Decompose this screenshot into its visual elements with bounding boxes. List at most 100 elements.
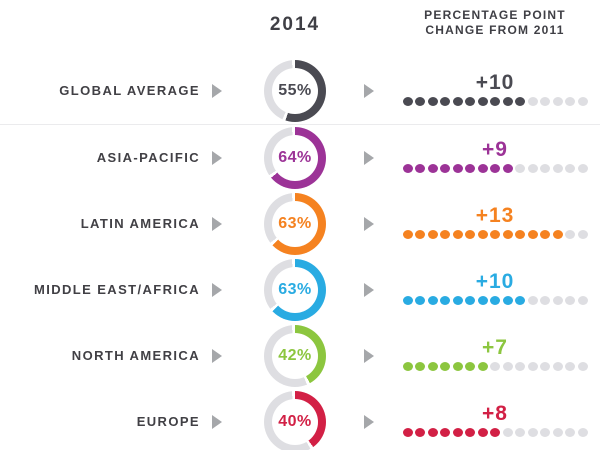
region-label: GLOBAL AVERAGE <box>59 83 200 98</box>
dot <box>552 229 563 239</box>
arrow-right-icon <box>212 217 222 231</box>
dot <box>565 96 575 106</box>
dot <box>477 427 488 437</box>
dot <box>577 295 588 305</box>
donut-percentage: 64% <box>278 149 312 166</box>
dot <box>465 295 475 305</box>
region-label: NORTH AMERICA <box>71 348 200 363</box>
arrow-right-icon <box>212 349 222 363</box>
dot <box>427 361 438 371</box>
dot <box>565 229 575 239</box>
dot <box>577 427 588 437</box>
dot <box>440 295 450 305</box>
dot <box>427 427 438 437</box>
dot <box>415 427 425 437</box>
change-block: +10 <box>402 70 588 106</box>
dot <box>477 295 488 305</box>
dot <box>427 295 438 305</box>
dot <box>515 163 525 173</box>
dot <box>502 361 513 371</box>
donut-percentage: 63% <box>278 215 312 232</box>
dot <box>540 427 550 437</box>
dot <box>440 163 450 173</box>
dot <box>577 96 588 106</box>
dot <box>427 229 438 239</box>
dot <box>565 163 575 173</box>
arrow-right-icon <box>364 415 374 429</box>
donut-chart: 40% <box>264 391 326 450</box>
dot <box>527 163 538 173</box>
dot <box>527 295 538 305</box>
dot <box>477 361 488 371</box>
dot <box>490 361 500 371</box>
column-header-change-line2: CHANGE FROM 2011 <box>425 23 565 37</box>
dot <box>452 163 463 173</box>
dot <box>477 96 488 106</box>
dot <box>527 96 538 106</box>
dot-gauge <box>402 96 588 106</box>
change-block: +9 <box>402 138 588 173</box>
dot <box>502 163 513 173</box>
chart-row-north-america: NORTH AMERICA 42% +7 <box>0 323 600 389</box>
arrow-right-icon <box>212 151 222 165</box>
dot <box>515 295 525 305</box>
arrow-right-icon <box>212 415 222 429</box>
dot <box>490 295 500 305</box>
change-value: +10 <box>475 70 515 94</box>
arrow-right-icon <box>364 151 374 165</box>
dot <box>527 361 538 371</box>
dot <box>427 163 438 173</box>
header-row: 2014 PERCENTAGE POINT CHANGE FROM 2011 <box>0 0 600 58</box>
change-block: +8 <box>402 401 588 437</box>
column-header-change-line1: PERCENTAGE POINT <box>424 8 566 22</box>
dot <box>402 427 413 437</box>
arrow-right-icon <box>364 283 374 297</box>
dot <box>465 96 475 106</box>
dot <box>577 163 588 173</box>
dot <box>552 96 563 106</box>
dot <box>465 361 475 371</box>
dot <box>415 295 425 305</box>
dot <box>440 229 450 239</box>
change-block: +13 <box>402 203 588 239</box>
change-block: +10 <box>402 270 588 305</box>
dot <box>552 361 563 371</box>
dot <box>415 96 425 106</box>
arrow-right-icon <box>364 84 374 98</box>
dot <box>402 163 413 173</box>
dot <box>465 427 475 437</box>
dot <box>502 295 513 305</box>
dot <box>452 229 463 239</box>
donut-chart: 55% <box>264 60 326 122</box>
dot <box>452 427 463 437</box>
donut-chart: 42% <box>264 325 326 387</box>
chart-row-global-average: GLOBAL AVERAGE 55% +10 <box>0 58 600 125</box>
arrow-right-icon <box>212 84 222 98</box>
chart-row-middle-east-africa: MIDDLE EAST/AFRICA 63% +10 <box>0 257 600 323</box>
dot-gauge <box>402 361 588 371</box>
dot <box>552 427 563 437</box>
donut-chart: 64% <box>264 127 326 189</box>
change-value: +7 <box>482 335 508 359</box>
change-value: +13 <box>475 203 515 227</box>
arrow-right-icon <box>364 349 374 363</box>
dot <box>540 96 550 106</box>
dot <box>402 229 413 239</box>
change-value: +8 <box>482 401 508 425</box>
dot <box>515 427 525 437</box>
column-header-change: PERCENTAGE POINT CHANGE FROM 2011 <box>424 8 566 38</box>
dot <box>577 229 588 239</box>
dot <box>577 361 588 371</box>
donut-percentage: 40% <box>278 413 312 430</box>
dot <box>490 229 500 239</box>
dot <box>540 361 550 371</box>
region-label: LATIN AMERICA <box>80 216 200 231</box>
dot <box>490 427 500 437</box>
dot <box>452 295 463 305</box>
dot <box>527 229 538 239</box>
dot <box>490 163 500 173</box>
dot <box>402 295 413 305</box>
dot <box>415 361 425 371</box>
region-label: ASIA-PACIFIC <box>96 150 200 165</box>
dot <box>540 295 550 305</box>
